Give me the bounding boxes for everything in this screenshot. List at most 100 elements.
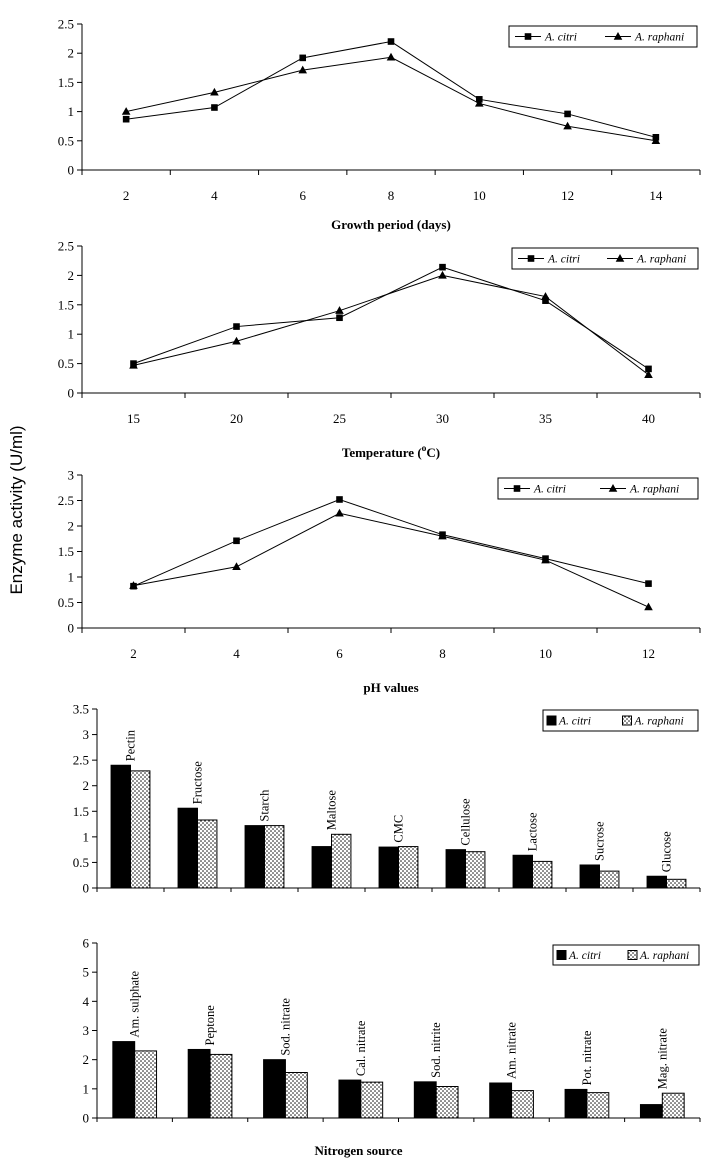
- legend-box: [508, 25, 698, 48]
- category-label: Sod. nitrate: [278, 998, 292, 1056]
- legend: A. citri A. raphani: [552, 944, 700, 966]
- bar-a-raphani: [331, 833, 352, 889]
- bar-a-raphani: [666, 878, 687, 889]
- legend-swatch: [556, 950, 567, 960]
- x-tick-label: 30: [436, 411, 449, 426]
- legend-label: A. citri: [533, 484, 566, 496]
- data-point-a-citri: [387, 38, 395, 45]
- y-tick-label: 2.5: [58, 17, 74, 32]
- legend-label: A. raphani: [634, 32, 684, 44]
- y-tick-label: 0: [68, 386, 75, 401]
- bar-a-citri: [579, 864, 601, 889]
- data-point-a-raphani: [651, 136, 661, 144]
- legend-label: A. citri: [547, 254, 580, 266]
- y-tick-label: 2.5: [58, 493, 74, 508]
- legend-marker: [527, 255, 535, 262]
- legend-label: A. raphani: [629, 484, 679, 496]
- x-tick-label: 10: [473, 188, 486, 203]
- y-tick-label: 3.5: [73, 702, 89, 717]
- data-point-a-raphani: [335, 306, 344, 314]
- data-point-a-raphani: [438, 270, 447, 279]
- data-point-a-raphani: [644, 602, 653, 611]
- x-tick-label: 15: [127, 411, 140, 426]
- category-label: Cal. nitrate: [354, 1020, 368, 1076]
- line-chart-2: 0 0.5 1 1.5 2 2.5 15 20 25 30 35 40 Temperature (oC)…: [58, 239, 701, 460]
- x-tick-label: 14: [649, 188, 663, 203]
- bar-a-raphani: [197, 819, 218, 889]
- data-point-a-raphani: [121, 107, 131, 115]
- legend-marker: [513, 485, 521, 492]
- bar-a-citri: [177, 807, 199, 889]
- x-axis-title: Temperature (oC): [342, 444, 440, 460]
- category-label: CMC: [392, 815, 406, 843]
- bar-a-raphani: [209, 1053, 233, 1119]
- category-label: Pectin: [124, 729, 138, 761]
- y-tick-label: 0.5: [58, 133, 74, 148]
- y-tick-label: 6: [83, 936, 90, 951]
- bar-a-citri: [489, 1082, 513, 1119]
- data-point-a-raphani: [298, 65, 308, 74]
- y-tick-label: 3: [83, 727, 90, 742]
- category-label: Maltose: [325, 790, 339, 831]
- bar-chart-5: 0 1 2 3 4 5 6 Am. sulphate Peptone Sod. nitrate Ca…: [83, 936, 701, 1158]
- data-point-a-citri: [645, 365, 652, 373]
- x-tick-label: 2: [123, 188, 130, 203]
- y-tick-label: 5: [83, 965, 90, 980]
- bar-a-raphani: [465, 851, 486, 889]
- data-point-a-citri: [211, 104, 218, 111]
- bar-a-raphani: [599, 870, 620, 889]
- legend-label: A. raphani: [636, 254, 686, 266]
- bar-a-citri: [187, 1048, 211, 1119]
- line-chart-1: 0 0.5 1 1.5 2 2.5 2 4 6 8 10 12 14 Growth period (day…: [58, 17, 701, 232]
- legend-box: [552, 944, 700, 966]
- data-point-a-citri: [564, 110, 571, 118]
- y-tick-label: 2: [83, 778, 90, 793]
- y-tick-label: 0: [68, 621, 75, 636]
- legend-label: A. raphani: [639, 950, 689, 962]
- data-point-a-citri: [542, 297, 549, 304]
- legend-marker: [613, 32, 623, 40]
- legend-box: [497, 477, 699, 500]
- category-label: Glucose: [660, 831, 674, 872]
- x-tick-label: 8: [439, 646, 446, 661]
- bar-chart-4: 0 0.5 1 1.5 2 2.5 3 3.5 Pectin Fructose Starch Malt…: [73, 702, 701, 896]
- legend-marker: [608, 484, 618, 492]
- y-tick-label: 1: [68, 570, 75, 585]
- y-tick-label: 1: [68, 104, 75, 119]
- category-label: Am. sulphate: [128, 970, 142, 1037]
- bar-a-citri: [564, 1088, 588, 1119]
- data-point-a-raphani: [563, 121, 572, 130]
- data-point-a-citri: [439, 263, 446, 271]
- data-point-a-raphani: [232, 562, 241, 570]
- y-tick-label: 1.5: [58, 297, 74, 312]
- x-tick-label: 4: [211, 188, 218, 203]
- y-tick-label: 1: [83, 1081, 90, 1096]
- y-tick-label: 2: [68, 46, 75, 61]
- legend-label: A. citri: [558, 716, 591, 728]
- data-point-a-raphani: [129, 360, 138, 369]
- data-point-a-citri: [336, 496, 343, 503]
- y-tick-label: 1.5: [73, 804, 89, 819]
- series-line-a-citri: [133, 498, 649, 587]
- bar-a-citri: [413, 1081, 437, 1119]
- category-label: Sod. nitrite: [429, 1022, 443, 1078]
- y-tick-label: 1.5: [58, 544, 74, 559]
- legend-marker: [615, 254, 625, 262]
- x-axis-title: pH values: [363, 680, 418, 695]
- y-tick-label: 2.5: [73, 753, 89, 768]
- x-tick-label: 4: [233, 646, 240, 661]
- legend-label: A. citri: [544, 32, 577, 44]
- x-tick-label: 35: [539, 411, 552, 426]
- category-label: Mag. nitrate: [655, 1028, 669, 1090]
- y-tick-label: 2: [68, 268, 75, 283]
- category-label: Fructose: [191, 761, 205, 805]
- y-tick-label: 0.5: [58, 356, 74, 371]
- series-line-a-raphani: [133, 274, 649, 376]
- bar-a-raphani: [264, 825, 285, 889]
- legend-swatch: [622, 715, 632, 726]
- y-tick-label: 2: [83, 1052, 90, 1067]
- data-point-a-raphani: [438, 531, 447, 540]
- legend: A. citri A. raphani: [542, 709, 699, 732]
